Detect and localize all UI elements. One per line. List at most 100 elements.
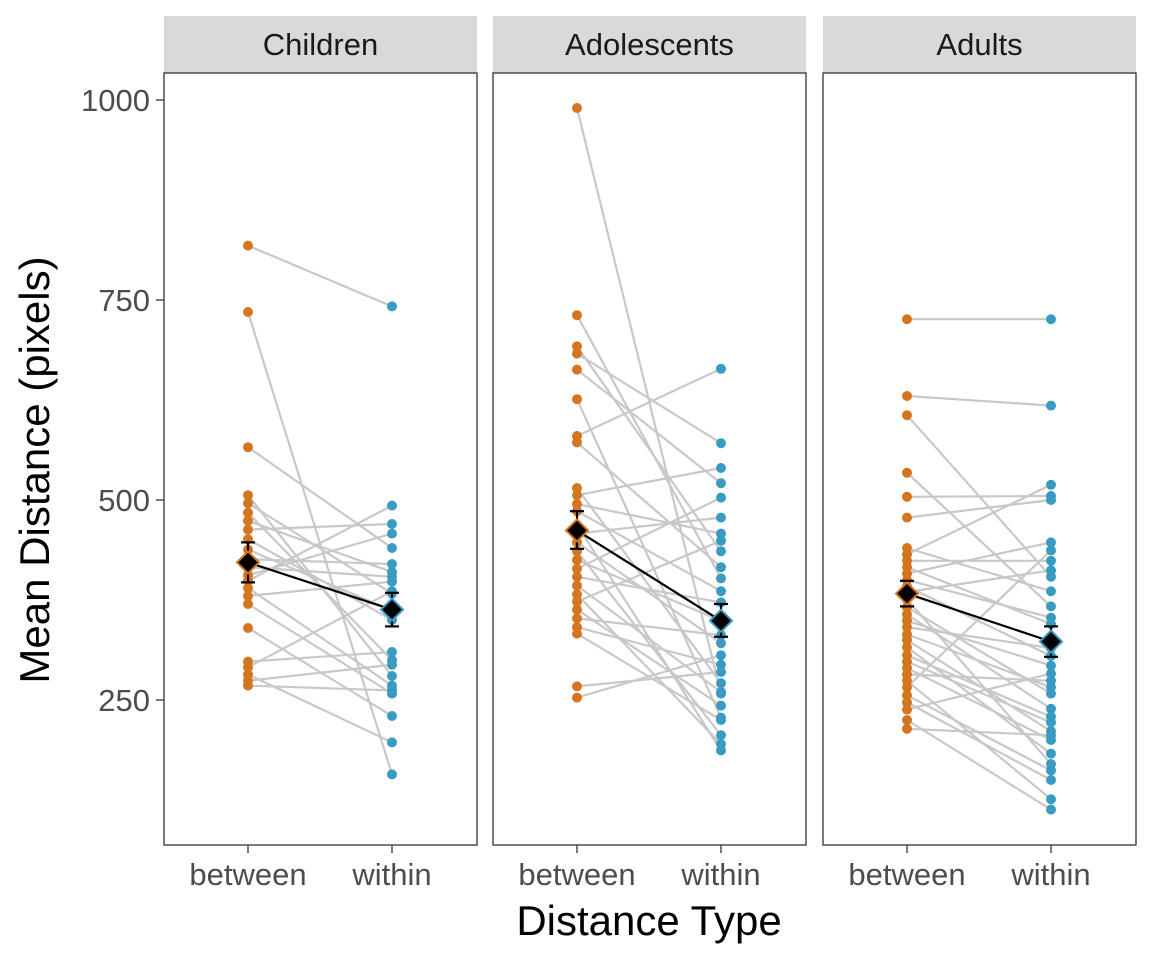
point-between [572,437,582,448]
point-within [387,685,397,696]
pair-line [906,394,1052,407]
x-tick-label: between [189,857,306,892]
mean-line [906,592,1052,643]
x-axis-title: Distance Type [516,897,781,944]
facet-strip-label: Adolescents [565,27,734,62]
point-within [716,739,726,749]
point-within [387,301,397,312]
point-between [243,442,253,453]
pair-line [247,663,393,682]
pair-line [247,650,393,663]
pair-line [576,516,722,535]
point-within [716,512,726,523]
facet-strip [823,16,1136,73]
pair-line [906,566,1052,626]
point-between [572,563,582,574]
point-between [902,622,912,633]
mean-diamond-between [564,517,590,543]
y-axis: 250 500 750 1000 [81,83,164,718]
pair-line [906,483,1052,556]
y-tick-label: 250 [98,683,150,718]
point-within [1046,730,1056,741]
pair-line [576,352,722,445]
point-within [1046,703,1056,714]
mean-diamond-between [894,581,920,607]
point-between [902,697,912,708]
point-within [716,586,726,597]
point-within [387,671,397,681]
point-within [387,647,397,657]
point-within [716,492,726,503]
point-within [1046,537,1056,548]
pair-line [576,608,722,707]
point-between [243,680,253,691]
pair-line [247,558,393,566]
point-within [387,737,397,748]
point-within [1046,717,1056,728]
point-between [902,723,912,734]
point-between [572,555,582,565]
point-within [716,463,726,473]
mean-line [247,561,393,611]
pair-line [576,314,722,579]
point-within [716,528,726,539]
pair-line [576,539,722,603]
point-between [572,681,582,692]
pair-line [576,496,722,570]
point-between [243,307,253,317]
pair-line [576,345,722,552]
point-between [572,310,582,321]
pair-line [576,510,722,593]
point-within [1046,314,1056,325]
facet-strip [164,16,477,73]
pair-line [576,502,722,535]
pair-line [906,546,1052,593]
mean-diamond-between [235,549,261,575]
point-between [902,314,912,325]
panel-border [492,72,807,846]
point-between [572,596,582,607]
point-within [716,659,726,670]
point-between [243,507,253,518]
pair-line [906,701,1052,781]
y-tick-label: 500 [98,483,150,518]
point-within [716,715,726,725]
pair-line [576,654,722,699]
pair-line [247,446,393,549]
panel-adolescents: Adolescents between within [492,16,807,892]
point-within [387,711,397,721]
point-within [1046,400,1056,411]
point-within [716,363,726,374]
panel-border [822,72,1137,846]
x-tick-label: within [351,857,431,892]
pair-line [576,575,722,604]
pair-line [576,541,722,645]
point-between [572,571,582,582]
pair-line [576,626,722,666]
x-tick-label: between [848,857,965,892]
point-between [902,410,912,421]
point-between [572,364,582,375]
panels-layer: Children between within Adolescents between w… [163,16,1137,892]
point-between [243,623,253,633]
point-between [572,103,582,113]
point-within [1046,668,1056,679]
point-within [387,659,397,670]
point-between [243,662,253,673]
pair-line [906,619,1052,667]
pair-line [247,502,393,595]
point-within [1046,601,1056,612]
point-within [716,667,726,677]
facet-strip-label: Adults [936,27,1022,62]
point-within [1046,765,1056,776]
pair-line [906,549,1052,688]
point-within [1046,586,1056,597]
y-tick-label: 1000 [81,83,150,118]
point-between [572,604,582,615]
point-within [716,546,726,557]
point-between [572,613,582,624]
point-between [572,692,582,703]
point-between [243,583,253,593]
point-between [572,394,582,405]
